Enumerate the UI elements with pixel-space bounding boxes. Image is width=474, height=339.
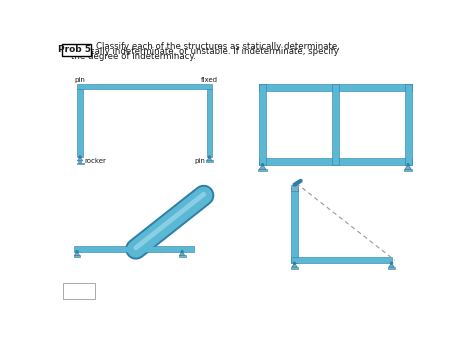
Bar xyxy=(207,89,212,157)
Polygon shape xyxy=(74,252,80,256)
Bar xyxy=(77,84,212,89)
Bar xyxy=(332,84,339,165)
Circle shape xyxy=(181,251,183,253)
Text: statically indeterminate, or unstable. If indeterminate, specify: statically indeterminate, or unstable. I… xyxy=(71,47,339,56)
Polygon shape xyxy=(389,263,394,267)
Bar xyxy=(292,257,392,263)
Bar xyxy=(259,84,266,165)
Circle shape xyxy=(407,164,409,165)
Text: Prob 5.: Prob 5. xyxy=(58,45,95,55)
Circle shape xyxy=(262,164,264,165)
Text: pin: pin xyxy=(194,159,205,164)
Text: Classify each of the structures as statically determinate,: Classify each of the structures as stati… xyxy=(96,42,340,51)
Bar xyxy=(259,84,411,91)
Bar xyxy=(77,163,83,164)
Circle shape xyxy=(391,262,392,264)
Polygon shape xyxy=(179,252,185,256)
Text: pin: pin xyxy=(74,77,85,83)
Circle shape xyxy=(209,156,210,158)
FancyBboxPatch shape xyxy=(63,283,95,299)
Circle shape xyxy=(293,262,295,264)
Bar xyxy=(179,255,185,257)
Polygon shape xyxy=(259,165,266,169)
Polygon shape xyxy=(207,157,212,161)
Bar xyxy=(291,185,298,191)
Circle shape xyxy=(79,156,81,158)
Bar xyxy=(74,246,194,252)
Bar xyxy=(404,169,412,171)
Bar xyxy=(388,267,395,268)
Polygon shape xyxy=(77,157,83,161)
Text: rocker: rocker xyxy=(84,159,106,164)
Text: the degree of indeterminacy.: the degree of indeterminacy. xyxy=(71,52,196,61)
FancyBboxPatch shape xyxy=(63,44,91,56)
Circle shape xyxy=(79,161,82,163)
Bar xyxy=(405,84,411,165)
Polygon shape xyxy=(292,263,297,267)
Bar xyxy=(73,255,81,257)
Bar xyxy=(206,160,213,162)
Text: fixed: fixed xyxy=(201,77,218,83)
Bar xyxy=(77,89,83,157)
Circle shape xyxy=(76,251,78,253)
Bar xyxy=(259,158,411,165)
Bar xyxy=(258,169,267,171)
Polygon shape xyxy=(405,165,411,169)
Bar xyxy=(292,188,298,263)
Bar xyxy=(291,267,298,268)
